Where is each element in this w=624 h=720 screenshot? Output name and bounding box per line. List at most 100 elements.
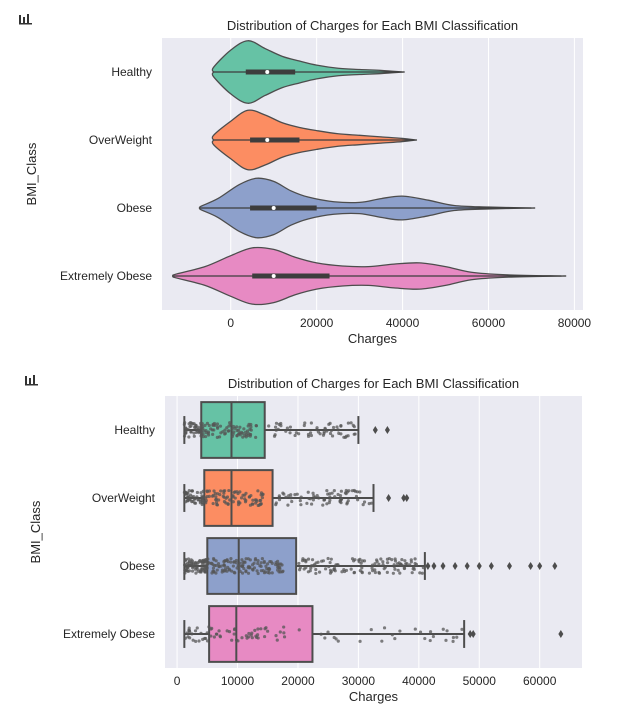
strip-point [253, 557, 258, 561]
outlier-marker [404, 494, 410, 502]
strip-point [211, 566, 216, 570]
strip-point [254, 498, 258, 502]
strip-point [212, 635, 216, 639]
strip-point [256, 571, 260, 576]
strip-point [197, 639, 201, 643]
strip-point [244, 498, 248, 503]
strip-point [228, 498, 232, 502]
x-tick-label: 0 [227, 316, 234, 330]
strip-point [317, 496, 321, 500]
strip-point [444, 638, 448, 642]
strip-point [306, 490, 310, 494]
strip-point [229, 560, 233, 564]
strip-point [230, 638, 234, 642]
strip-point [273, 425, 278, 429]
strip-point [186, 428, 190, 432]
strip-point [239, 496, 244, 500]
strip-point [373, 562, 377, 566]
strip-point [282, 635, 287, 639]
strip-point [256, 561, 260, 566]
strip-point [198, 501, 202, 505]
strip-point [328, 495, 332, 499]
strip-point [423, 636, 427, 641]
strip-point [238, 561, 242, 565]
strip-point [298, 566, 302, 570]
strip-point [339, 432, 343, 436]
strip-point [315, 494, 319, 498]
strip-point [261, 569, 265, 573]
strip-point [332, 489, 336, 493]
strip-point [309, 433, 314, 438]
strip-point [322, 497, 326, 501]
strip-point [210, 494, 215, 498]
strip-point [276, 562, 280, 567]
strip-point [398, 571, 402, 575]
strip-point [238, 569, 242, 574]
strip-point [309, 421, 313, 425]
strip-point [330, 434, 335, 438]
strip-point [240, 636, 244, 640]
strip-point [393, 636, 397, 641]
strip-point [200, 495, 204, 499]
strip-point [325, 488, 329, 493]
strip-point [314, 567, 318, 572]
strip-point [196, 569, 200, 573]
strip-point [441, 627, 445, 631]
strip-point [184, 557, 188, 562]
strip-point [197, 427, 201, 431]
strip-point [311, 491, 315, 495]
strip-point [198, 559, 202, 563]
strip-point [327, 422, 331, 426]
strip-point [360, 571, 364, 575]
strip-point [222, 563, 226, 567]
strip-point [336, 428, 340, 432]
chart-title: Distribution of Charges for Each BMI Cla… [228, 376, 519, 391]
strip-point [250, 636, 254, 640]
strip-point [330, 491, 334, 495]
strip-point [256, 636, 260, 640]
strip-point [186, 491, 190, 495]
strip-point [188, 497, 192, 502]
strip-point [227, 488, 231, 493]
strip-point [352, 488, 356, 493]
strip-point [193, 561, 198, 565]
strip-point [246, 564, 251, 569]
strip-point [223, 431, 227, 435]
strip-point [223, 428, 227, 432]
strip-point [219, 564, 223, 568]
strip-point [262, 561, 266, 565]
outlier-marker [488, 562, 494, 570]
outlier-marker [470, 630, 476, 638]
strip-point [266, 629, 270, 633]
strip-point [205, 421, 210, 425]
strip-point [216, 561, 221, 566]
strip-point [323, 567, 328, 571]
menu-icon-top[interactable] [19, 13, 33, 25]
strip-point [276, 427, 280, 431]
strip-point [413, 557, 417, 561]
strip-point [385, 570, 389, 574]
strip-point [267, 568, 271, 572]
strip-point [256, 627, 260, 631]
violin-median [265, 138, 270, 142]
strip-point [328, 560, 332, 565]
strip-point [293, 433, 297, 438]
strip-point [193, 501, 198, 505]
strip-point [206, 557, 210, 561]
strip-point [323, 636, 327, 640]
strip-point [186, 557, 191, 561]
strip-point [362, 500, 367, 504]
strip-point [244, 557, 248, 561]
strip-point [413, 627, 417, 631]
strip-point [331, 425, 336, 430]
strip-point [237, 428, 241, 432]
strip-point [217, 435, 222, 439]
menu-icon-bottom[interactable] [25, 374, 39, 386]
strip-point [289, 493, 293, 497]
strip-point [211, 501, 215, 506]
strip-point [353, 432, 357, 436]
strip-point [349, 421, 353, 425]
strip-point [282, 631, 286, 635]
strip-point [333, 495, 337, 499]
